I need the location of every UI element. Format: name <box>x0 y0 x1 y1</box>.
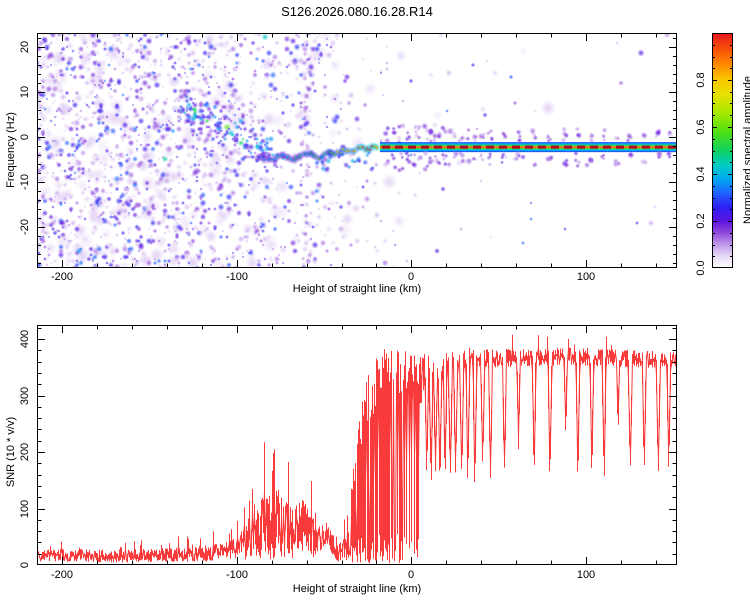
snr-plot <box>37 325 677 565</box>
colorbar-label: Normalized spectral amplitude <box>742 76 750 224</box>
snr-ytick-100: 100 <box>19 499 31 519</box>
colorbar-tick-0.0: 0.0 <box>695 260 707 276</box>
spectrogram-xtick--100: -100 <box>225 271 249 283</box>
spectrogram-y-axis-label: Frequency (Hz) <box>5 112 17 188</box>
colorbar-tick-0.6: 0.6 <box>695 119 707 135</box>
snr-ytick-200: 200 <box>19 442 31 462</box>
spectrogram-ytick-0: 0 <box>19 133 31 141</box>
spectrogram-x-axis-label: Height of straight line (km) <box>292 283 422 295</box>
snr-y-axis-label: SNR (10 * v/v) <box>5 416 17 488</box>
colorbar <box>712 33 733 268</box>
spectrogram-ytick-10: 10 <box>19 85 31 99</box>
spectrogram-xtick-0: 0 <box>407 271 415 283</box>
spectrogram-ytick--10: -10 <box>19 174 31 190</box>
colorbar-tick-0.8: 0.8 <box>695 72 707 88</box>
spectrogram-ytick-20: 20 <box>19 40 31 54</box>
colorbar-tick-0.4: 0.4 <box>695 166 707 182</box>
snr-xtick--200: -200 <box>50 569 74 581</box>
snr-ytick-300: 300 <box>19 386 31 406</box>
colorbar-tick-0.2: 0.2 <box>695 213 707 229</box>
snr-xtick--100: -100 <box>225 569 249 581</box>
snr-x-axis-label: Height of straight line (km) <box>292 583 422 595</box>
figure-title: S126.2026.080.16.28.R14 <box>281 4 433 19</box>
snr-xtick-100: 100 <box>576 569 596 581</box>
spectrogram-plot <box>37 33 677 268</box>
snr-ytick-400: 400 <box>19 329 31 349</box>
spectrogram-xtick-100: 100 <box>576 271 596 283</box>
spectrogram-xtick--200: -200 <box>50 271 74 283</box>
spectrogram-ytick--20: -20 <box>19 219 31 235</box>
snr-xtick-0: 0 <box>407 569 415 581</box>
snr-ytick-0: 0 <box>19 561 31 569</box>
